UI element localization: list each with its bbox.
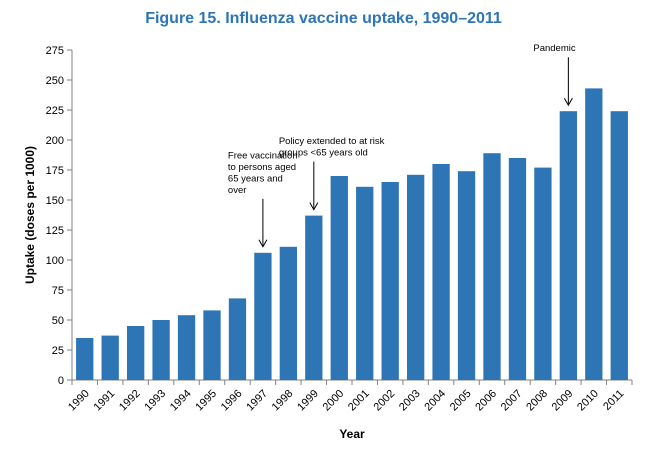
y-tick-label: 75 <box>52 285 64 297</box>
annotation-text-line: over <box>228 185 246 196</box>
annotation-text-line: 65 years and <box>228 173 283 184</box>
arrow-head <box>258 239 268 248</box>
x-tick-label-1995: 1995 <box>193 388 219 414</box>
y-tick-label: 275 <box>46 45 64 57</box>
arrow-head <box>309 202 319 211</box>
x-tick-label-1992: 1992 <box>117 388 143 414</box>
x-tick-label-2001: 2001 <box>346 388 372 414</box>
bar-2006 <box>483 153 501 380</box>
bar-1992 <box>126 326 145 380</box>
bar-2001 <box>356 186 374 380</box>
x-tick-label-2007: 2007 <box>499 388 525 414</box>
annotation-text-line: Policy extended to at risk <box>279 136 385 147</box>
annotation-2009: Pandemic <box>533 43 576 107</box>
x-tick-label-1993: 1993 <box>142 388 168 414</box>
y-tick-label: 125 <box>46 225 64 237</box>
bar-2007 <box>508 158 527 380</box>
x-tick-label-2003: 2003 <box>397 388 423 414</box>
x-axis-label: Year <box>339 427 365 441</box>
bar-1995 <box>203 310 221 380</box>
x-tick-label-2000: 2000 <box>321 388 347 414</box>
x-tick-label-2011: 2011 <box>601 388 626 413</box>
bar-1999 <box>305 215 323 380</box>
x-tick-label-1991: 1991 <box>92 388 118 414</box>
y-tick-label: 175 <box>46 165 64 177</box>
y-tick-label: 200 <box>46 135 64 147</box>
x-tick-label-1996: 1996 <box>219 388 245 414</box>
x-tick-label-1999: 1999 <box>295 388 321 414</box>
bar-1993 <box>152 320 170 380</box>
y-tick-label: 225 <box>46 105 64 117</box>
x-axis: 1990 1991 1992 1993 1994 1995 1996 1997 1998 1999… <box>66 379 633 414</box>
bar-1990 <box>76 338 94 380</box>
x-tick-label-2005: 2005 <box>448 388 474 414</box>
bar-2010 <box>585 88 603 381</box>
bar-1996 <box>228 298 247 380</box>
bar-2008 <box>534 167 552 380</box>
bar-1998 <box>279 246 298 380</box>
bar-2004 <box>432 164 450 380</box>
bar-2009 <box>559 111 578 380</box>
chart-title: Figure 15. Influenza vaccine uptake, 199… <box>145 10 502 27</box>
bar-1997 <box>254 252 272 380</box>
bar-1994 <box>177 315 196 380</box>
bar-2005 <box>457 171 476 380</box>
annotation-text-line: to persons aged <box>228 162 296 173</box>
x-tick-label-1997: 1997 <box>244 388 270 414</box>
y-tick-label: 150 <box>46 195 64 207</box>
x-tick-label-2008: 2008 <box>524 388 550 414</box>
y-tick-label: 250 <box>46 75 64 87</box>
y-axis: 0 25 50 75 100 125 150 175 200 225 250 275 <box>46 45 73 387</box>
arrow-head <box>563 97 573 107</box>
bar-2002 <box>381 182 399 380</box>
bar-2003 <box>406 174 425 380</box>
x-tick-label-2002: 2002 <box>372 388 398 414</box>
bar-2011 <box>610 111 628 380</box>
y-tick-label: 25 <box>52 345 64 357</box>
x-tick-label-2006: 2006 <box>473 388 499 414</box>
annotation-text-line: groups <65 years old <box>279 148 368 159</box>
x-tick-label-1990: 1990 <box>66 388 92 414</box>
x-tick-label-1994: 1994 <box>168 388 194 414</box>
x-tick-label-2004: 2004 <box>422 388 448 414</box>
annotation-text-line: Pandemic <box>533 43 575 54</box>
y-axis-label: Uptake (doses per 1000) <box>23 146 37 284</box>
y-tick-label: 100 <box>46 255 64 267</box>
x-tick-label-1998: 1998 <box>270 388 296 414</box>
bar-1991 <box>101 335 119 380</box>
bars <box>76 88 628 381</box>
x-tick-label-2009: 2009 <box>550 388 576 414</box>
y-tick-label: 50 <box>52 315 64 327</box>
x-tick-label-2010: 2010 <box>575 388 601 414</box>
y-tick-label: 0 <box>58 375 64 387</box>
bar-2000 <box>330 176 348 380</box>
annotation-text-line: Free vaccination <box>228 150 298 161</box>
